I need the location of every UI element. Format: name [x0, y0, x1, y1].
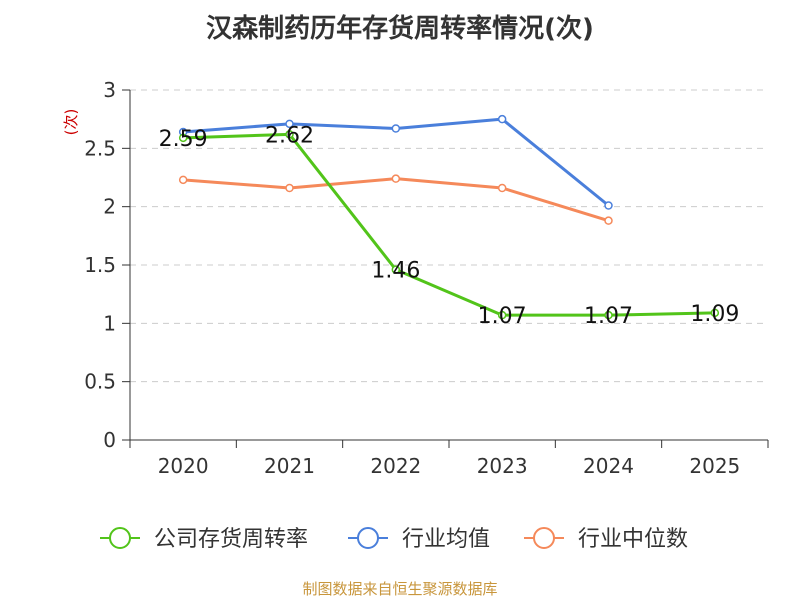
data-label: 2.62: [265, 123, 314, 148]
y-tick-label: 1: [103, 311, 116, 335]
legend-label: 公司存货周转率: [154, 527, 308, 552]
data-label: 1.07: [478, 304, 527, 329]
data-point: [178, 133, 188, 143]
data-point: [391, 124, 401, 133]
series-line-0: [183, 132, 715, 317]
source-note: 制图数据来自恒生聚源数据库: [302, 580, 498, 598]
y-axis-label: (次): [62, 109, 80, 136]
y-tick-label: 2.5: [84, 136, 116, 160]
y-tick-label: 0.5: [84, 370, 116, 394]
legend-label: 行业中位数: [578, 527, 688, 552]
data-point: [285, 183, 294, 193]
x-tick-label: 2023: [477, 454, 528, 478]
legend-label: 行业均值: [402, 527, 490, 552]
data-point: [285, 119, 294, 129]
data-point: [497, 114, 507, 124]
data-point: [391, 174, 401, 183]
data-point: [497, 183, 507, 193]
data-point: [604, 310, 613, 320]
series-line-2: [183, 177, 609, 223]
data-point: [285, 130, 294, 139]
y-tick-label: 2: [103, 195, 116, 219]
data-point: [604, 216, 613, 225]
legend-marker: [109, 527, 131, 549]
data-point: [710, 308, 720, 318]
x-tick-label: 2025: [689, 454, 740, 478]
data-point: [391, 265, 401, 274]
data-label: 1.07: [584, 304, 633, 329]
y-tick-label: 0: [103, 428, 116, 452]
x-tick-label: 2022: [370, 454, 421, 478]
data-point: [497, 310, 507, 320]
legend-marker: [533, 527, 555, 549]
data-point: [604, 201, 613, 210]
legend-marker: [357, 527, 379, 549]
data-label: 1.09: [690, 302, 739, 327]
data-label: 1.46: [371, 259, 420, 284]
data-point: [178, 175, 188, 185]
y-tick-label: 1.5: [84, 253, 116, 277]
y-tick-label: 3: [103, 78, 116, 102]
chart-title: 汉森制药历年存货周转率情况(次): [206, 14, 594, 44]
x-tick-label: 2020: [158, 454, 209, 478]
x-tick-label: 2021: [264, 454, 315, 478]
data-label: 2.59: [159, 127, 208, 152]
x-tick-label: 2024: [583, 454, 634, 478]
